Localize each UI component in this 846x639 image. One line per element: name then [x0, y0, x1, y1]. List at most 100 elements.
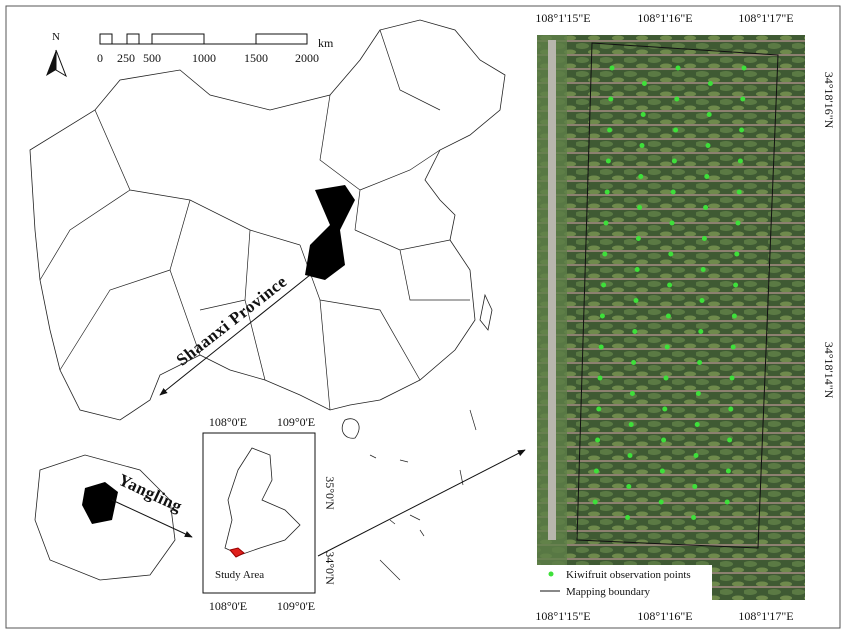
legend-point-key [548, 571, 554, 577]
scale-label: 0 [97, 51, 103, 65]
observation-point [625, 515, 631, 520]
observation-point [637, 205, 643, 210]
observation-point [629, 391, 635, 396]
observation-point [635, 236, 641, 241]
observation-point [697, 360, 703, 365]
observation-point [592, 499, 598, 505]
inset-top-label: 109°0'E [277, 415, 315, 429]
north-arrow: N [46, 31, 67, 78]
inset-study-area [229, 547, 245, 558]
inset-caption: Study Area [215, 569, 264, 581]
observation-point [730, 344, 736, 350]
observation-point [692, 484, 698, 489]
observation-point [733, 282, 739, 288]
observation-point [700, 267, 706, 272]
observation-point [596, 406, 602, 412]
observation-point [640, 112, 646, 117]
observation-point [658, 499, 664, 505]
hainan [341, 418, 360, 439]
observation-point [665, 313, 671, 319]
observation-point [597, 375, 603, 381]
south-china-sea-islands [369, 409, 477, 581]
shaanxi-outline [34, 454, 176, 581]
observation-point [595, 437, 601, 443]
observation-point [724, 499, 730, 505]
observation-point [691, 515, 697, 520]
figure-frame [5, 5, 841, 629]
observation-point [698, 329, 704, 334]
observation-point [627, 453, 633, 458]
observation-point [598, 344, 604, 350]
observation-point [667, 282, 673, 288]
observation-point [602, 251, 608, 257]
observation-point [633, 298, 639, 303]
observation-point [609, 65, 615, 71]
aerial-top-label: 108°1'16"E [637, 11, 692, 25]
scale-label: 2000 [295, 51, 319, 65]
observation-point [626, 484, 632, 489]
aerial-right-label: 34°18'14"N [822, 342, 836, 399]
observation-point [740, 96, 746, 102]
observation-point [741, 65, 747, 71]
observation-point [659, 468, 665, 474]
observation-point [737, 158, 743, 164]
taiwan [479, 293, 493, 331]
observation-point [593, 468, 599, 474]
observation-point [739, 127, 745, 133]
observation-point [628, 422, 634, 427]
observation-point [694, 422, 700, 427]
inset-bottom-label: 108°0'E [209, 599, 247, 613]
observation-point [695, 391, 701, 396]
aerial-top-label: 108°1'15"E [535, 11, 590, 25]
observation-point [707, 81, 713, 86]
arrow [317, 449, 526, 557]
scale-label: 1500 [244, 51, 268, 65]
observation-point [736, 189, 742, 195]
country-outline [29, 19, 506, 421]
inset-shaanxi [224, 447, 301, 556]
observation-points [592, 65, 747, 520]
observation-point [705, 143, 711, 148]
observation-point [608, 96, 614, 102]
aerial-bottom-label: 108°1'16"E [637, 609, 692, 623]
legend-entry: Kiwifruit observation points [566, 569, 691, 581]
observation-point [735, 220, 741, 226]
observation-point [663, 375, 669, 381]
inset-top-label: 108°0'E [209, 415, 247, 429]
legend [537, 565, 712, 600]
observation-point [662, 406, 668, 412]
china-map [29, 19, 506, 581]
observation-point [728, 406, 734, 412]
observation-point [638, 174, 644, 179]
observation-point [703, 205, 709, 210]
observation-point [670, 189, 676, 195]
aerial-image [537, 35, 805, 600]
observation-point [669, 220, 675, 226]
province-borders [39, 29, 470, 411]
north-arrow-right [55, 49, 67, 78]
aerial-ticks: 108°1'15"E 108°1'15"E 108°1'16"E 108°1'16"E… [535, 11, 836, 623]
scale-bar [99, 33, 308, 45]
observation-point [607, 127, 613, 133]
inset-bottom-label: 109°0'E [277, 599, 315, 613]
scale-label: 1000 [192, 51, 216, 65]
aerial-bottom-label: 108°1'15"E [535, 609, 590, 623]
observation-point [668, 251, 674, 257]
legend-entry: Mapping boundary [566, 586, 651, 598]
observation-point [727, 437, 733, 443]
arrow [111, 499, 193, 538]
observation-point [673, 127, 679, 133]
observation-point [731, 313, 737, 319]
arrow [159, 274, 311, 396]
observation-point [641, 81, 647, 86]
observation-point [603, 220, 609, 226]
scale-unit: km [318, 36, 334, 50]
observation-point [704, 174, 710, 179]
shaanxi-province [305, 185, 355, 280]
aerial-bottom-label: 108°1'17"E [738, 609, 793, 623]
mapping-boundary [576, 42, 779, 549]
inset-right-label: 34°0'N [323, 551, 337, 585]
observation-point [701, 236, 707, 241]
